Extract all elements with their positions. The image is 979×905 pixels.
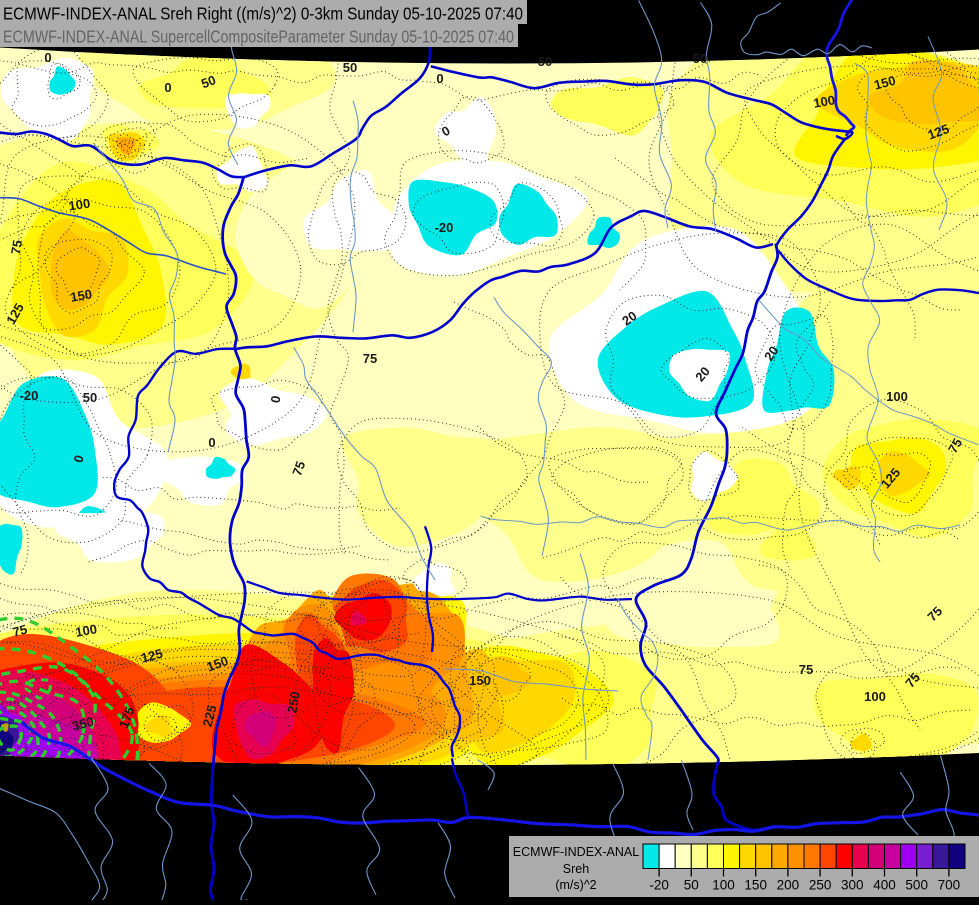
- svg-text:100: 100: [712, 878, 735, 893]
- svg-text:50: 50: [693, 51, 707, 66]
- svg-text:75: 75: [799, 662, 813, 677]
- svg-text:75: 75: [11, 622, 29, 640]
- svg-text:150: 150: [744, 878, 767, 893]
- svg-text:20: 20: [761, 343, 782, 363]
- svg-text:125: 125: [926, 121, 952, 143]
- svg-text:ECMWF-INDEX-ANAL Sreh Right ((: ECMWF-INDEX-ANAL Sreh Right ((m/s)^2) 0-…: [3, 4, 523, 24]
- svg-text:0: 0: [70, 453, 86, 464]
- svg-text:0: 0: [268, 394, 284, 404]
- svg-text:Sreh: Sreh: [563, 862, 589, 876]
- svg-text:150: 150: [872, 73, 897, 93]
- svg-text:0: 0: [436, 71, 443, 86]
- svg-text:50: 50: [83, 390, 97, 405]
- svg-text:50: 50: [199, 72, 218, 91]
- svg-text:-20: -20: [649, 878, 669, 893]
- svg-text:100: 100: [864, 689, 886, 704]
- svg-text:100: 100: [74, 621, 98, 640]
- svg-text:50: 50: [684, 878, 699, 893]
- svg-text:150: 150: [69, 286, 93, 305]
- svg-text:75: 75: [363, 351, 377, 366]
- svg-text:125: 125: [139, 646, 164, 666]
- svg-text:500: 500: [905, 878, 928, 893]
- svg-text:150: 150: [205, 653, 231, 675]
- svg-text:ECMWF-INDEX-ANAL: ECMWF-INDEX-ANAL: [513, 845, 639, 859]
- svg-text:0: 0: [44, 50, 51, 65]
- svg-text:0: 0: [164, 80, 171, 95]
- svg-text:225: 225: [200, 703, 220, 728]
- svg-text:-20: -20: [20, 388, 39, 403]
- svg-text:100: 100: [68, 196, 92, 214]
- svg-text:350: 350: [70, 714, 95, 734]
- svg-text:75: 75: [945, 436, 965, 456]
- svg-text:100: 100: [812, 92, 836, 111]
- svg-text:-20: -20: [435, 220, 454, 235]
- svg-text:0: 0: [208, 435, 215, 450]
- svg-text:400: 400: [873, 878, 896, 893]
- svg-text:175: 175: [116, 705, 138, 731]
- svg-text:250: 250: [284, 690, 303, 714]
- svg-text:300: 300: [841, 878, 864, 893]
- svg-text:ECMWF-INDEX-ANAL SupercellComp: ECMWF-INDEX-ANAL SupercellCompositeParam…: [3, 27, 514, 47]
- svg-text:75: 75: [8, 239, 25, 256]
- svg-text:150: 150: [469, 673, 491, 688]
- svg-text:50: 50: [343, 60, 357, 75]
- svg-text:(m/s)^2: (m/s)^2: [555, 878, 596, 892]
- svg-text:50: 50: [538, 54, 552, 69]
- svg-text:200: 200: [777, 878, 800, 893]
- svg-text:700: 700: [938, 878, 961, 893]
- svg-text:75: 75: [289, 459, 308, 478]
- svg-text:250: 250: [809, 878, 832, 893]
- svg-text:20: 20: [619, 308, 639, 329]
- svg-text:100: 100: [886, 389, 908, 404]
